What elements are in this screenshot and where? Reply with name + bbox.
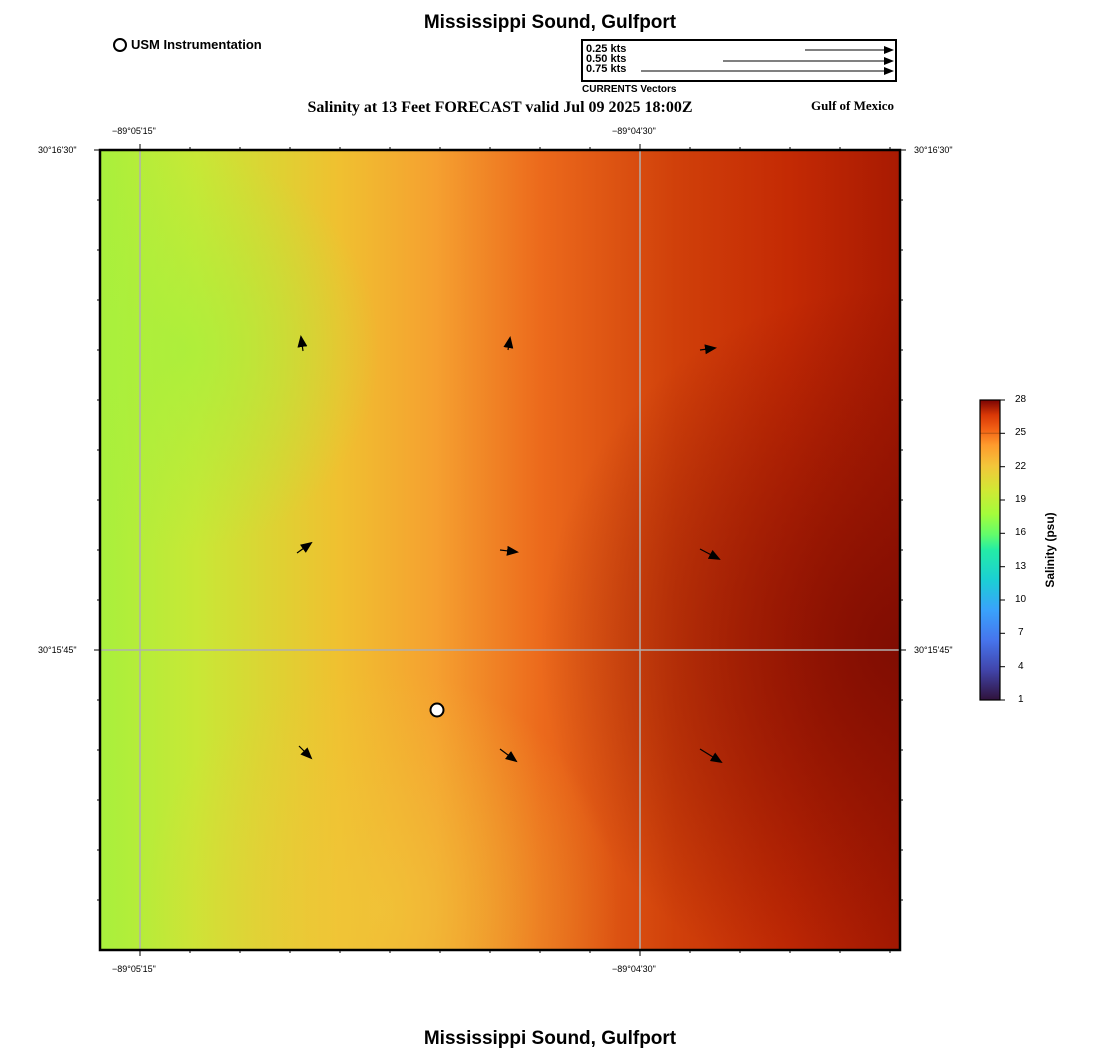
lon-tick-label: −89°04'30" — [612, 126, 656, 136]
current-vector-arrow — [699, 548, 721, 560]
current-vector-arrow — [296, 541, 313, 554]
station-legend: USM Instrumentation — [113, 37, 262, 52]
region-label: Gulf of Mexico — [811, 98, 895, 113]
map-title-top: Mississippi Sound, Gulfport — [423, 12, 677, 33]
map-subtitle: Salinity at 13 Feet FORECAST valid Jul 0… — [307, 99, 693, 116]
colorbar-tick: 1 — [1018, 694, 1024, 705]
lat-tick-label: 30°16'30" — [914, 145, 953, 155]
current-vector-arrow — [503, 336, 514, 351]
map-title-bottom: Mississippi Sound, Gulfport — [423, 1028, 677, 1049]
current-vector-arrow — [699, 748, 723, 764]
salinity-colorbar — [979, 399, 1005, 701]
current-vector-arrow — [298, 745, 313, 760]
lat-tick-label: 30°15'45" — [38, 645, 77, 655]
colorbar-label: Salinity (psu) — [1043, 512, 1057, 588]
colorbar-tick: 13 — [1015, 561, 1027, 572]
current-vector-arrow — [499, 748, 518, 763]
usm-station-marker — [429, 702, 445, 718]
vector-legend-title: CURRENTS Vectors — [582, 84, 677, 95]
lat-tick-label: 30°16'30" — [38, 145, 77, 155]
colorbar-tick: 10 — [1015, 594, 1027, 605]
lon-tick-label: −89°05'15" — [112, 126, 156, 136]
colorbar-tick: 16 — [1015, 527, 1027, 538]
vector-legend-box: 0.25 kts 0.50 kts 0.75 kts — [581, 39, 897, 82]
station-legend-label: USM Instrumentation — [131, 37, 262, 52]
lon-tick-label: −89°04'30" — [612, 964, 656, 974]
vector-legend-entry: 0.25 kts — [586, 43, 627, 55]
lon-tick-label: −89°05'15" — [112, 964, 156, 974]
vector-legend-entries: 0.25 kts 0.50 kts 0.75 kts — [586, 43, 627, 75]
vector-legend-arrows — [641, 46, 894, 75]
current-vector-arrow — [297, 335, 308, 352]
colorbar-tick: 7 — [1018, 627, 1024, 638]
current-vector-arrow — [499, 545, 519, 556]
vector-legend-entry: 0.50 kts — [586, 53, 627, 65]
colorbar-gradient — [979, 399, 1001, 701]
colorbar-tick: 22 — [1015, 461, 1027, 472]
colorbar-tick: 28 — [1015, 394, 1027, 405]
current-vectors — [296, 335, 723, 764]
current-vector-arrow — [699, 344, 717, 355]
vector-legend-entry: 0.75 kts — [586, 63, 627, 75]
tick-marks — [94, 144, 906, 956]
colorbar-tick: 25 — [1015, 427, 1027, 438]
colorbar-tick: 4 — [1018, 661, 1024, 672]
colorbar-tick: 19 — [1015, 494, 1027, 505]
lat-tick-label: 30°15'45" — [914, 645, 953, 655]
station-marker-icon — [113, 37, 127, 52]
